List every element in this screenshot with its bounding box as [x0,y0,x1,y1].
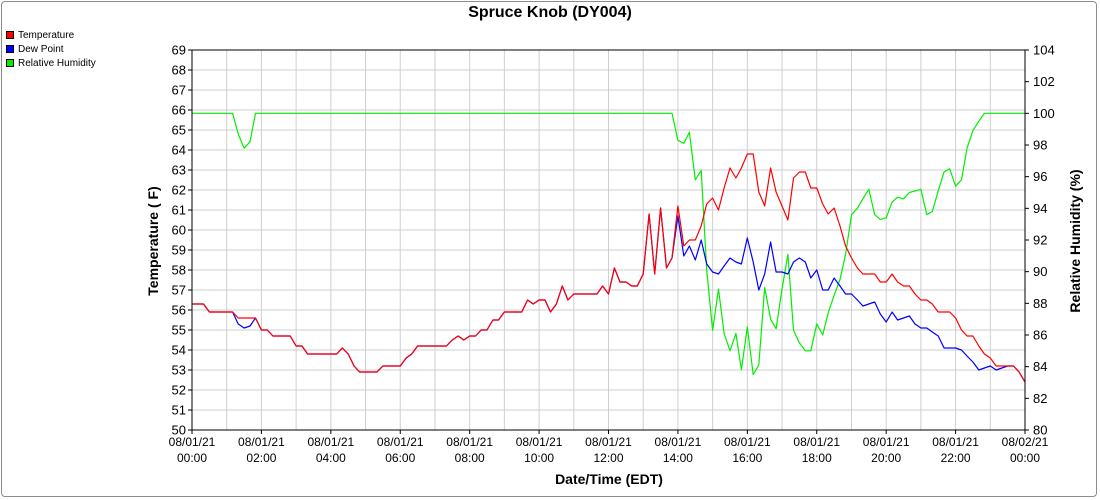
x-tick-label-time: 02:00 [246,451,276,465]
y-right-tick-label: 90 [1033,264,1047,279]
grid [191,49,1026,431]
x-tick-label-date: 08/01/21 [932,435,979,449]
y-left-tick-label: 52 [172,383,186,398]
y-left-tick-label: 62 [172,183,186,198]
y-left-tick-label: 63 [172,163,186,178]
series-layer [192,112,1026,383]
legend-swatch-relative-humidity [6,59,14,67]
y-right-axis-title: Relative Humidity (%) [1067,169,1083,312]
series-line-temperature [192,153,1026,383]
x-tick-label-time: 20:00 [871,451,901,465]
legend-item-dew-point: Dew Point [6,42,96,56]
x-tick-label-date: 08/01/21 [446,435,493,449]
y-left-tick-label: 57 [172,283,186,298]
x-axis: 08/01/21 00:00 08/01/21 02:00 08/01/21 04:00 0… [169,430,1049,465]
y-right-axis: 80 82 84 86 88 90 92 94 96 98 100 102 104 [1025,43,1055,438]
x-tick-label-date: 08/01/21 [863,435,910,449]
y-left-tick-label: 68 [172,63,186,78]
y-right-tick-label: 84 [1033,359,1047,374]
x-tick-label-time: 14:00 [663,451,693,465]
x-tick-label-time: 16:00 [732,451,762,465]
y-left-tick-label: 53 [172,363,186,378]
y-left-tick-label: 55 [172,323,186,338]
x-tick-label-date: 08/01/21 [655,435,702,449]
series-line-relative-humidity [192,112,1025,376]
x-tick-label-date: 08/01/21 [169,435,216,449]
y-left-tick-label: 67 [172,83,186,98]
y-right-tick-label: 94 [1033,201,1047,216]
legend-item-relative-humidity: Relative Humidity [6,56,96,70]
legend-label-dew-point: Dew Point [18,43,64,55]
x-tick-label-date: 08/01/21 [585,435,632,449]
chart-title: Spruce Knob (DY004) [468,4,632,21]
y-right-tick-label: 86 [1033,328,1047,343]
x-tick-label-date: 08/01/21 [238,435,285,449]
y-left-axis-title: Temperature ( F) [145,186,161,295]
y-right-tick-label: 102 [1033,74,1055,89]
x-tick-label-date: 08/01/21 [793,435,840,449]
y-right-tick-label: 104 [1033,43,1055,58]
y-left-tick-label: 60 [172,223,186,238]
y-left-tick-label: 59 [172,243,186,258]
x-tick-label-date: 08/01/21 [516,435,563,449]
y-left-tick-label: 50 [172,423,186,438]
y-left-tick-label: 51 [172,403,186,418]
legend-label-relative-humidity: Relative Humidity [18,57,96,69]
x-axis-title: Date/Time (EDT) [555,471,663,487]
y-right-tick-label: 98 [1033,138,1047,153]
x-tick-label-time: 00:00 [1010,451,1040,465]
legend-swatch-dew-point [6,45,14,53]
y-right-tick-label: 82 [1033,391,1047,406]
x-tick-label-time: 18:00 [802,451,832,465]
x-tick-label-time: 08:00 [455,451,485,465]
x-tick-label-date: 08/01/21 [307,435,354,449]
x-tick-label-date: 08/01/21 [724,435,771,449]
y-right-tick-label: 100 [1033,106,1055,121]
x-tick-label-time: 22:00 [941,451,971,465]
x-tick-label-date: 08/01/21 [377,435,424,449]
x-tick-label-time: 06:00 [385,451,415,465]
y-left-tick-label: 65 [172,123,186,138]
y-right-tick-label: 96 [1033,169,1047,184]
x-tick-label-date: 08/02/21 [1002,435,1049,449]
legend-item-temperature: Temperature [6,28,96,42]
legend-label-temperature: Temperature [18,29,75,41]
legend: Temperature Dew Point Relative Humidity [6,28,96,70]
y-right-tick-label: 80 [1033,423,1047,438]
y-left-tick-label: 64 [172,143,186,158]
y-left-tick-label: 58 [172,263,186,278]
x-tick-label-time: 00:00 [177,451,207,465]
x-tick-label-time: 04:00 [316,451,346,465]
y-left-tick-label: 69 [172,43,186,58]
x-tick-label-time: 10:00 [524,451,554,465]
y-left-tick-label: 66 [172,103,186,118]
y-left-tick-label: 56 [172,303,186,318]
y-left-tick-label: 61 [172,203,186,218]
legend-swatch-temperature [6,31,14,39]
y-left-axis: 50 51 52 53 54 55 56 57 58 59 60 61 62 63 64 65 66 67 68 69 [172,43,192,438]
y-right-tick-label: 92 [1033,233,1047,248]
x-tick-label-time: 12:00 [593,451,623,465]
y-right-tick-label: 88 [1033,296,1047,311]
y-left-tick-label: 54 [172,343,186,358]
